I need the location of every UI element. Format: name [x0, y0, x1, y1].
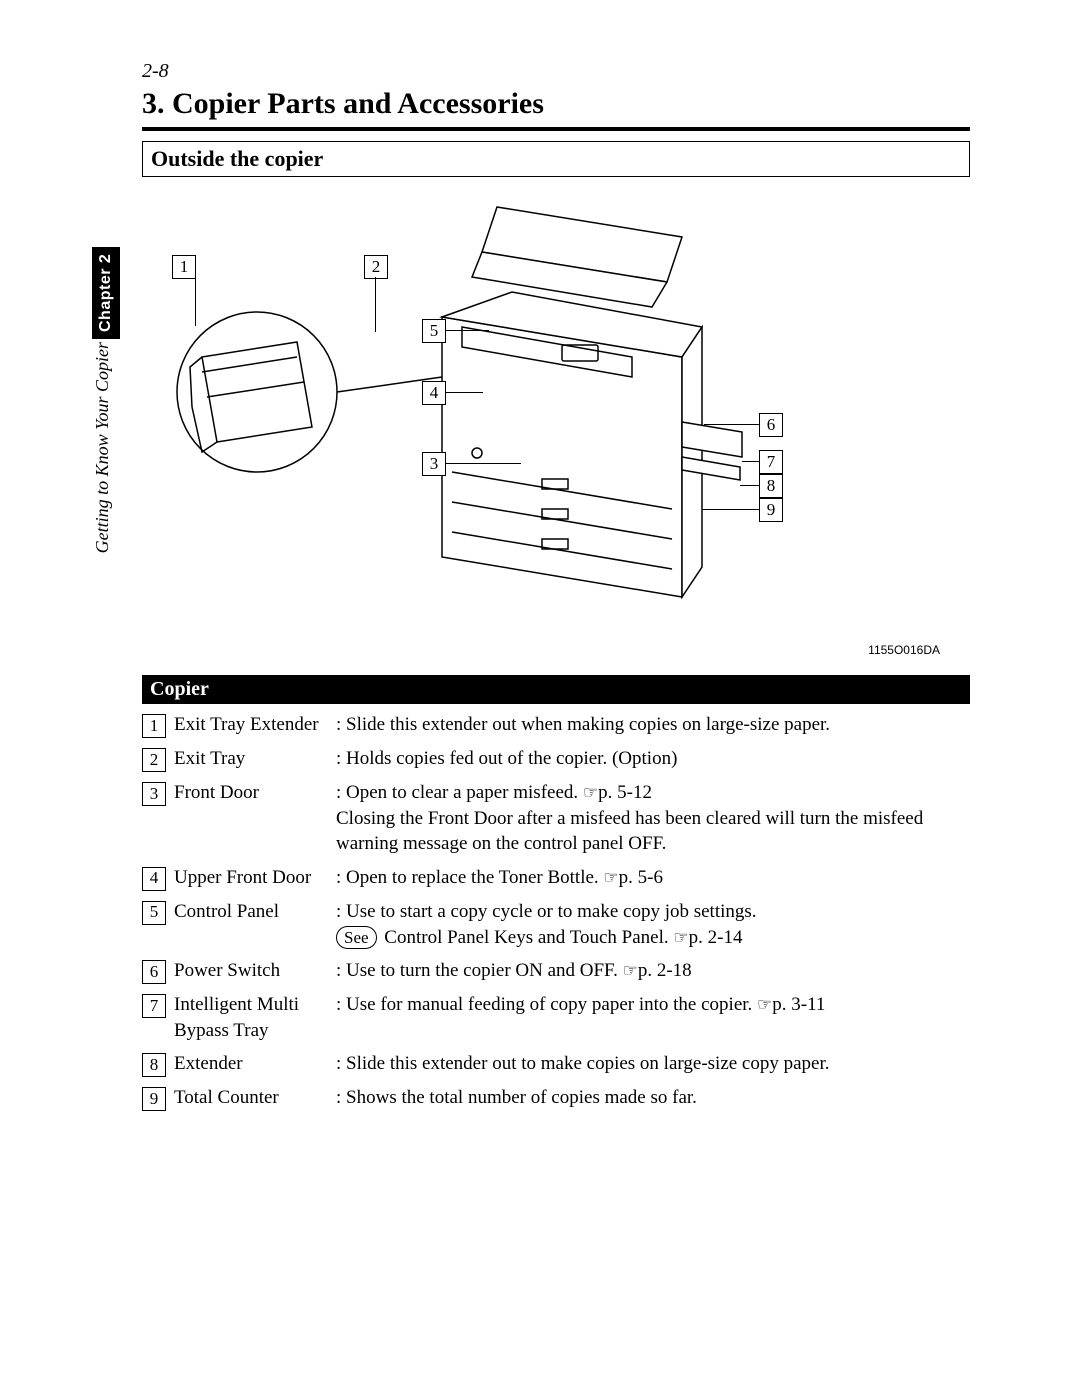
- part-name: Exit Tray: [174, 746, 324, 772]
- part-name: Upper Front Door: [174, 865, 324, 891]
- part-name: Extender: [174, 1051, 324, 1077]
- leader-line: [704, 424, 759, 425]
- part-description: : Slide this extender out to make copies…: [336, 1051, 970, 1077]
- callout-9: 9: [759, 498, 783, 522]
- part-number-box: 2: [142, 748, 166, 772]
- subsection-title: Outside the copier: [142, 141, 970, 177]
- pointer-icon: ☞: [603, 867, 618, 890]
- part-number-box: 8: [142, 1053, 166, 1077]
- part-description: : Holds copies fed out of the copier. (O…: [336, 746, 970, 772]
- desc-text: : Use to start a copy cycle or to make c…: [336, 901, 757, 922]
- list-item: 3 Front Door : Open to clear a paper mis…: [142, 780, 970, 857]
- callout-6: 6: [759, 413, 783, 437]
- part-description: : Use for manual feeding of copy paper i…: [336, 992, 970, 1018]
- part-description: : Open to clear a paper misfeed. ☞p. 5-1…: [336, 780, 970, 857]
- callout-1: 1: [172, 255, 196, 279]
- section-rule: [142, 127, 970, 131]
- page-ref: p. 5-6: [619, 867, 663, 888]
- leader-line: [445, 330, 489, 331]
- part-number-box: 4: [142, 867, 166, 891]
- leader-line: [445, 392, 483, 393]
- desc-text: : Open to clear a paper misfeed.: [336, 782, 583, 803]
- page-ref: p. 2-18: [638, 960, 692, 981]
- list-item: 6 Power Switch : Use to turn the copier …: [142, 958, 970, 984]
- chapter-tab: Chapter 2: [92, 247, 120, 339]
- part-name: Control Panel: [174, 899, 324, 925]
- see-pill: See: [336, 926, 377, 949]
- section-title: 3. Copier Parts and Accessories: [142, 87, 970, 121]
- copier-diagram: 1 2 5 4 3 6 7 8 9 1155O016DA: [142, 197, 970, 657]
- part-number-box: 9: [142, 1087, 166, 1111]
- page-number: 2-8: [142, 60, 970, 83]
- callout-7: 7: [759, 450, 783, 474]
- part-name: Total Counter: [174, 1085, 324, 1111]
- part-description: : Use to turn the copier ON and OFF. ☞p.…: [336, 958, 970, 984]
- pointer-icon: ☞: [673, 927, 688, 950]
- part-number-box: 7: [142, 994, 166, 1018]
- part-number-box: 3: [142, 782, 166, 806]
- list-item: 2 Exit Tray : Holds copies fed out of th…: [142, 746, 970, 772]
- desc-continuation: Closing the Front Door after a misfeed h…: [336, 808, 923, 855]
- list-item: 1 Exit Tray Extender : Slide this extend…: [142, 712, 970, 738]
- part-name: Exit Tray Extender: [174, 712, 324, 738]
- leader-line: [740, 485, 759, 486]
- leader-line: [195, 266, 196, 326]
- part-name: Intelligent Multi Bypass Tray: [174, 992, 324, 1043]
- part-number-box: 1: [142, 714, 166, 738]
- list-item: 4 Upper Front Door : Open to replace the…: [142, 865, 970, 891]
- list-item: 8 Extender : Slide this extender out to …: [142, 1051, 970, 1077]
- table-heading: Copier: [142, 675, 970, 704]
- pointer-icon: ☞: [583, 782, 598, 805]
- diagram-code: 1155O016DA: [868, 643, 940, 657]
- pointer-icon: ☞: [757, 994, 772, 1017]
- list-item: 9 Total Counter : Shows the total number…: [142, 1085, 970, 1111]
- manual-page: 2-8 3. Copier Parts and Accessories Outs…: [0, 0, 1080, 1397]
- callout-8: 8: [759, 474, 783, 498]
- list-item: 5 Control Panel : Use to start a copy cy…: [142, 899, 970, 950]
- list-item: 7 Intelligent Multi Bypass Tray : Use fo…: [142, 992, 970, 1043]
- parts-list: 1 Exit Tray Extender : Slide this extend…: [142, 712, 970, 1111]
- page-ref: p. 2-14: [689, 927, 743, 948]
- callout-5: 5: [422, 319, 446, 343]
- part-name: Power Switch: [174, 958, 324, 984]
- desc-text: : Use for manual feeding of copy paper i…: [336, 994, 757, 1015]
- leader-line: [375, 277, 376, 332]
- callout-3: 3: [422, 452, 446, 476]
- see-text: Control Panel Keys and Touch Panel.: [380, 927, 674, 948]
- part-number-box: 6: [142, 960, 166, 984]
- page-ref: p. 5-12: [598, 782, 652, 803]
- part-description: : Open to replace the Toner Bottle. ☞p. …: [336, 865, 970, 891]
- part-description: : Shows the total number of copies made …: [336, 1085, 970, 1111]
- callout-4: 4: [422, 381, 446, 405]
- leader-line: [445, 463, 521, 464]
- copier-illustration: [142, 197, 792, 637]
- desc-text: : Open to replace the Toner Bottle.: [336, 867, 603, 888]
- part-name: Front Door: [174, 780, 324, 806]
- leader-line: [742, 461, 759, 462]
- part-description: : Slide this extender out when making co…: [336, 712, 970, 738]
- pointer-icon: ☞: [623, 960, 638, 983]
- leader-line: [702, 509, 759, 510]
- page-ref: p. 3-11: [772, 994, 825, 1015]
- desc-text: : Use to turn the copier ON and OFF.: [336, 960, 623, 981]
- chapter-caption: Getting to Know Your Copier: [92, 342, 120, 553]
- callout-2: 2: [364, 255, 388, 279]
- part-description: : Use to start a copy cycle or to make c…: [336, 899, 970, 950]
- part-number-box: 5: [142, 901, 166, 925]
